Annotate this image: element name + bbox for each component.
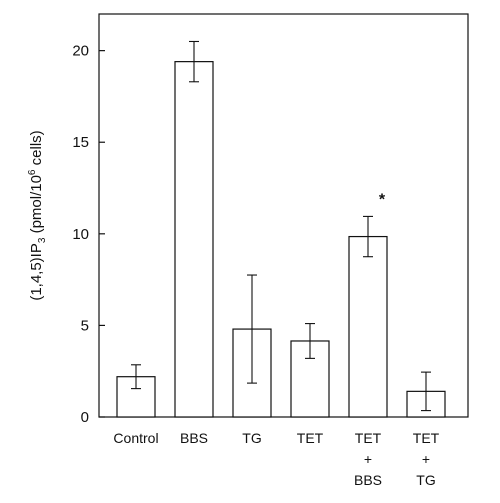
x-tick-label: TG [416, 472, 435, 488]
bar [174, 61, 214, 418]
y-tick-label: 10 [72, 226, 89, 243]
y-tick-label: 20 [72, 43, 89, 60]
x-tick-label: + [364, 451, 372, 467]
x-tick-label: TET [355, 430, 382, 446]
y-tick-label: 5 [81, 317, 89, 334]
x-tick-label: TET [297, 430, 324, 446]
labels-group: (1,4,5)IP3 (pmol/106 cells) Control BBS TG T… [27, 130, 440, 488]
bars-group [116, 40, 446, 418]
x-tick-label: + [422, 451, 430, 467]
y-axis-label: (1,4,5)IP3 (pmol/106 cells) [27, 130, 48, 300]
x-tick-label: Control [113, 430, 158, 446]
x-tick-label: TG [242, 430, 261, 446]
bar [348, 235, 388, 418]
y-tick-label: 0 [81, 409, 89, 426]
x-tick-label: BBS [180, 430, 208, 446]
plot-frame [98, 13, 469, 418]
y-tick-label: 15 [72, 134, 89, 151]
x-tick-label: TET [413, 430, 440, 446]
significance-marker: * [379, 191, 386, 208]
x-tick-label: BBS [354, 472, 382, 488]
axes: 0 5 10 15 20 [72, 13, 469, 426]
